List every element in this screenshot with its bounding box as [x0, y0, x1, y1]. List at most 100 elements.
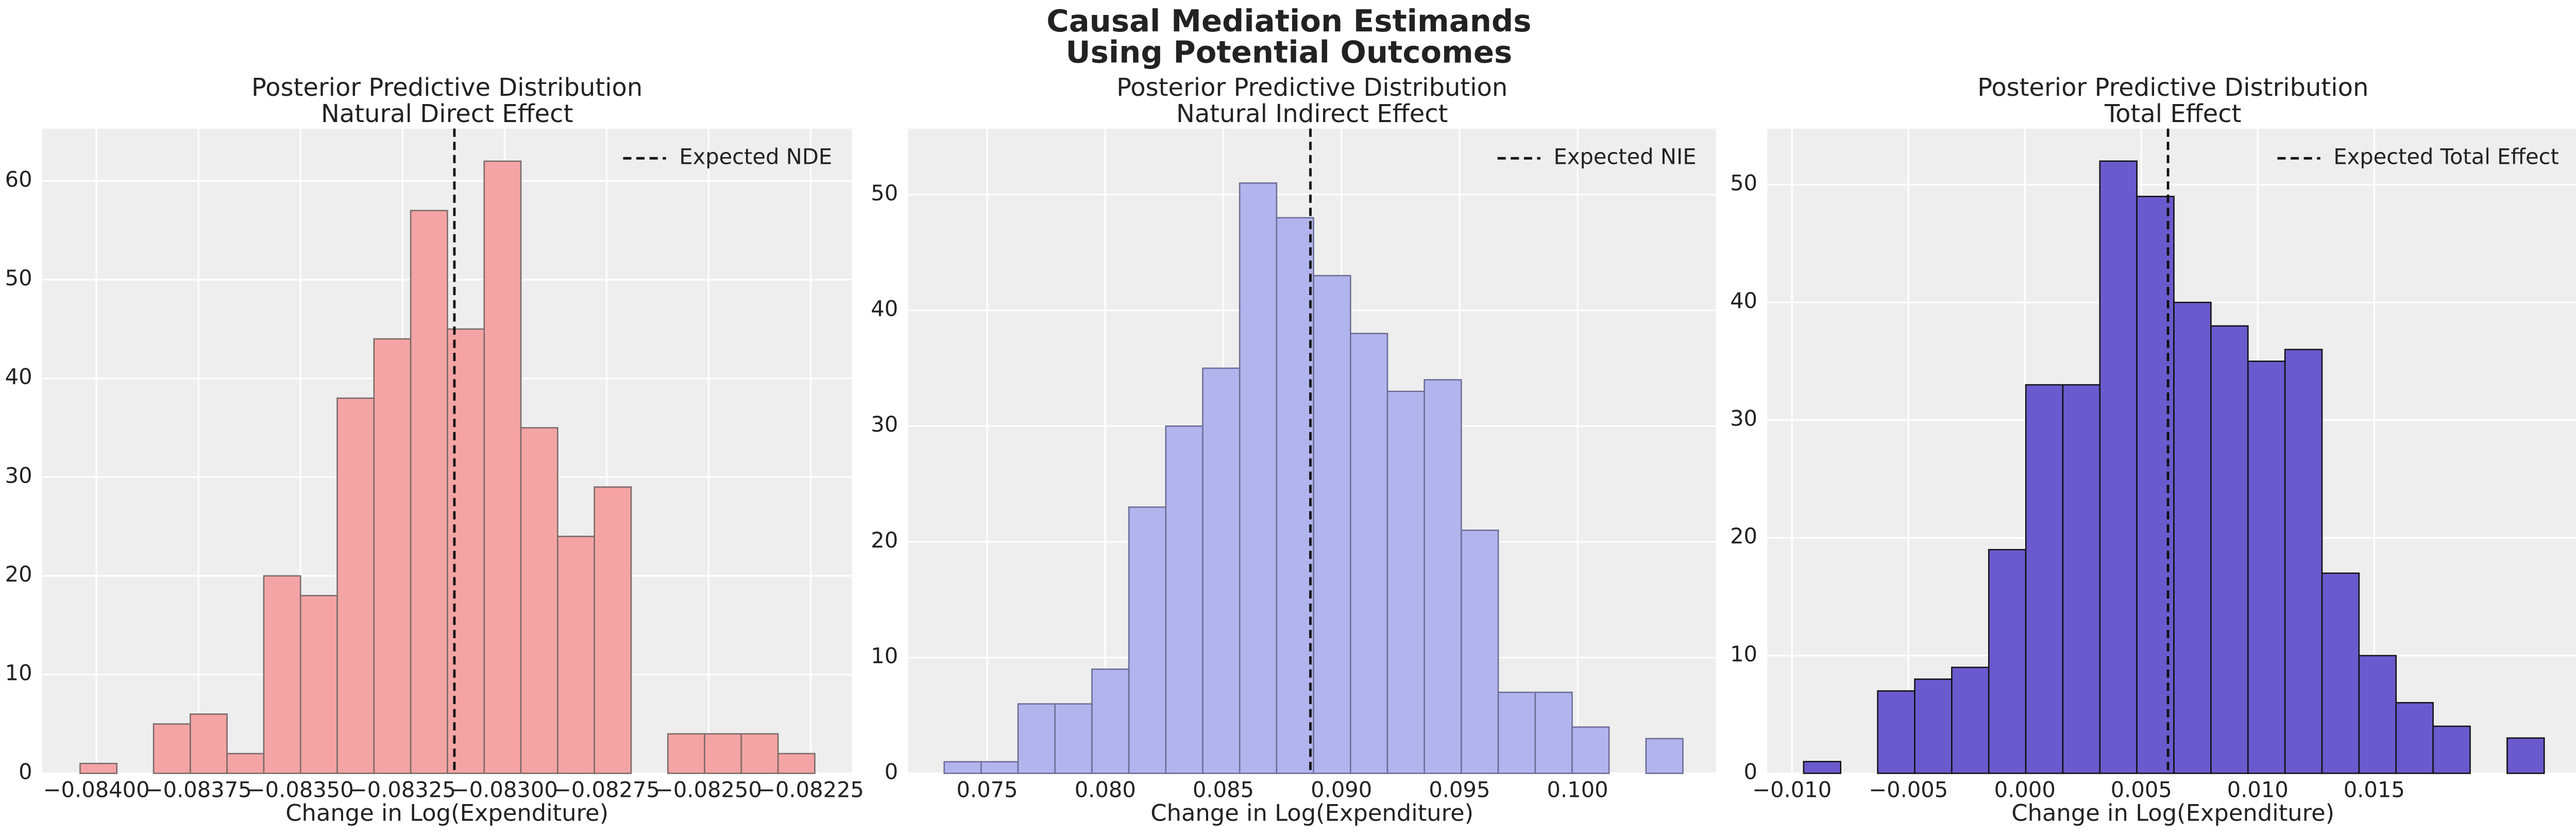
- histogram-bar: [2210, 325, 2249, 774]
- x-tick-label: −0.08400: [43, 777, 150, 803]
- y-tick-label: 20: [871, 527, 898, 553]
- histogram-bar: [2432, 725, 2471, 774]
- y-tick-label: 40: [1730, 288, 1757, 313]
- histogram-bar: [1313, 275, 1351, 774]
- subplot-title: Posterior Predictive Distribution: [1116, 73, 1507, 102]
- histogram-bar: [1534, 691, 1573, 774]
- legend-label: Expected Total Effect: [2333, 144, 2559, 169]
- histogram-bar: [2173, 301, 2212, 774]
- y-tick-label: 0: [1744, 759, 1757, 784]
- histogram-bar: [1988, 549, 2027, 774]
- legend-label: Expected NIE: [1554, 144, 1697, 169]
- histogram-bar: [1877, 690, 1916, 774]
- histogram-bar: [2099, 160, 2138, 774]
- subplot-title: Natural Direct Effect: [321, 99, 573, 128]
- y-tick-label: 0: [885, 759, 898, 784]
- y-tick-label: 50: [1730, 170, 1757, 195]
- x-tick-label: −0.08375: [145, 777, 252, 803]
- histogram-bar: [1165, 425, 1204, 774]
- y-tick-label: 50: [871, 180, 898, 206]
- histogram-bar: [1423, 379, 1462, 774]
- histogram-bar: [1914, 678, 1953, 774]
- histogram-bar: [2284, 349, 2323, 774]
- histogram-bar: [1239, 182, 1278, 774]
- figure-title: Causal Mediation Estimands: [1046, 3, 1531, 39]
- y-tick-label: 10: [871, 643, 898, 669]
- subplot-title: Posterior Predictive Distribution: [1977, 73, 2368, 102]
- histogram-bar: [300, 595, 338, 774]
- histogram-bar: [410, 210, 448, 774]
- histogram-bar: [1386, 390, 1425, 774]
- histogram-bar: [373, 338, 412, 774]
- y-tick-label: 30: [871, 412, 898, 437]
- histogram-bar: [2025, 384, 2064, 774]
- x-tick-label: −0.005: [1869, 777, 1948, 803]
- histogram-bar: [594, 486, 632, 774]
- x-tick-label: 0.100: [1547, 777, 1608, 803]
- x-tick-label: 0.085: [1193, 777, 1254, 803]
- y-tick-label: 30: [1730, 406, 1757, 431]
- histogram-bar: [557, 536, 595, 774]
- histogram-bar: [943, 761, 982, 774]
- x-axis-label: Change in Log(Expenditure): [285, 799, 608, 826]
- y-tick-label: 20: [5, 561, 32, 587]
- histogram-bar: [777, 753, 816, 774]
- figure-title: Using Potential Outcomes: [1066, 35, 1513, 70]
- y-tick-label: 20: [1730, 523, 1757, 549]
- y-tick-label: 60: [5, 166, 32, 192]
- histogram-bar: [336, 397, 375, 774]
- histogram-bar: [1461, 530, 1499, 774]
- histogram-bar: [1645, 738, 1684, 774]
- histogram-bar: [1128, 506, 1167, 774]
- x-tick-label: −0.08350: [247, 777, 354, 803]
- histogram-bar: [2395, 702, 2434, 774]
- y-tick-label: 40: [5, 364, 32, 389]
- histogram-bar: [190, 713, 228, 774]
- histogram-bar: [79, 762, 118, 774]
- x-axis-label: Change in Log(Expenditure): [2011, 799, 2334, 826]
- histogram-bar: [520, 427, 558, 774]
- histogram-bar: [447, 328, 485, 774]
- histogram-bar: [152, 723, 191, 774]
- histogram-bar: [740, 733, 779, 774]
- y-tick-label: 10: [5, 660, 32, 686]
- x-tick-label: 0.090: [1311, 777, 1372, 803]
- histogram-bar: [1091, 668, 1130, 774]
- x-tick-label: −0.010: [1752, 777, 1832, 803]
- x-tick-label: 0.075: [957, 777, 1018, 803]
- subplot-title: Posterior Predictive Distribution: [251, 73, 642, 102]
- histogram-bar: [2358, 655, 2397, 774]
- y-tick-label: 0: [19, 759, 32, 784]
- x-tick-label: −0.08275: [553, 777, 660, 803]
- histogram-bar: [1571, 726, 1610, 774]
- x-tick-label: 0.005: [2111, 777, 2172, 803]
- x-tick-label: −0.08300: [451, 777, 558, 803]
- y-tick-label: 50: [5, 265, 32, 291]
- histogram-bar: [263, 575, 301, 774]
- histogram-bar: [2506, 737, 2545, 774]
- histogram-bar: [1803, 761, 1841, 774]
- histogram-bar: [980, 761, 1019, 774]
- y-tick-label: 10: [1730, 641, 1757, 667]
- histogram-bar: [2247, 361, 2286, 774]
- histogram-bar: [1276, 217, 1314, 774]
- histogram-bar: [1054, 703, 1093, 774]
- histogram-bar: [483, 160, 522, 774]
- x-tick-label: 0.000: [1994, 777, 2056, 803]
- x-tick-label: 0.080: [1075, 777, 1136, 803]
- subplot-title: Natural Indirect Effect: [1176, 99, 1448, 128]
- legend-label: Expected NDE: [679, 144, 832, 169]
- x-axis-label: Change in Log(Expenditure): [1150, 799, 1473, 826]
- x-tick-label: −0.08250: [655, 777, 762, 803]
- y-tick-label: 40: [871, 296, 898, 321]
- histogram-bar: [704, 733, 742, 774]
- histogram-bar: [1350, 333, 1388, 774]
- histogram-bar: [1951, 667, 1990, 774]
- x-tick-label: −0.08325: [349, 777, 456, 803]
- x-tick-label: 0.015: [2344, 777, 2405, 803]
- histogram-bar: [1497, 691, 1536, 774]
- subplot-title: Total Effect: [2104, 99, 2242, 128]
- x-tick-label: −0.08225: [757, 777, 864, 803]
- histogram-bar: [1202, 367, 1241, 774]
